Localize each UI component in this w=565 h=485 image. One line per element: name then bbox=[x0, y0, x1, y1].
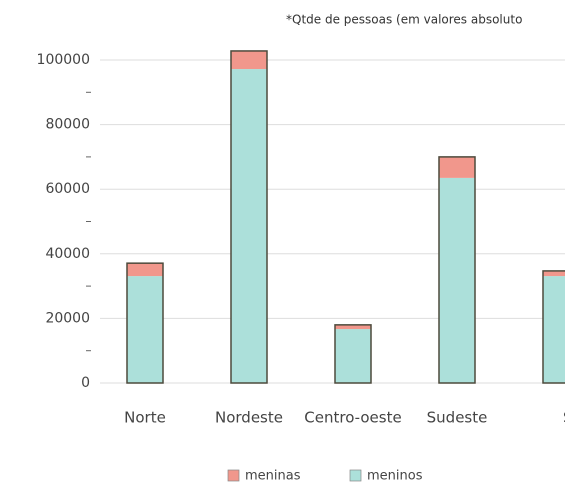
bar-outline bbox=[126, 262, 164, 384]
bar-segment bbox=[127, 276, 163, 383]
bar-segment bbox=[231, 50, 267, 70]
x-tick-label: Nordeste bbox=[215, 409, 283, 427]
bar-outline bbox=[438, 156, 476, 384]
legend-label: meninas bbox=[245, 469, 301, 484]
bar-segment bbox=[335, 329, 371, 383]
x-tick-label: Centro-oeste bbox=[304, 409, 401, 427]
bar-segment bbox=[231, 69, 267, 383]
bar-segment bbox=[543, 270, 565, 277]
bar-segment bbox=[439, 156, 475, 178]
y-tick-label: 80000 bbox=[45, 117, 90, 133]
bar-segment bbox=[439, 177, 475, 383]
bar-segment bbox=[127, 263, 163, 277]
legend-swatch bbox=[227, 469, 240, 482]
bar-outline bbox=[542, 270, 565, 384]
legend-swatch bbox=[349, 469, 362, 482]
bar-segment bbox=[543, 276, 565, 383]
chart-title: *Qtde de pessoas (em valores absoluto bbox=[286, 13, 522, 27]
y-tick-label: 40000 bbox=[45, 246, 90, 262]
y-tick-label: 0 bbox=[81, 375, 90, 391]
bar-outline bbox=[230, 50, 268, 384]
bar-segment bbox=[335, 324, 371, 330]
x-tick-label: Sudeste bbox=[427, 409, 488, 427]
y-tick-label: 20000 bbox=[45, 310, 90, 326]
x-tick-label: Norte bbox=[124, 409, 166, 427]
x-tick-label: Su bbox=[563, 409, 565, 427]
y-tick-label: 100000 bbox=[37, 52, 90, 68]
bar-outline bbox=[334, 324, 372, 384]
legend-label: meninos bbox=[367, 469, 423, 484]
y-tick-label: 60000 bbox=[45, 181, 90, 197]
